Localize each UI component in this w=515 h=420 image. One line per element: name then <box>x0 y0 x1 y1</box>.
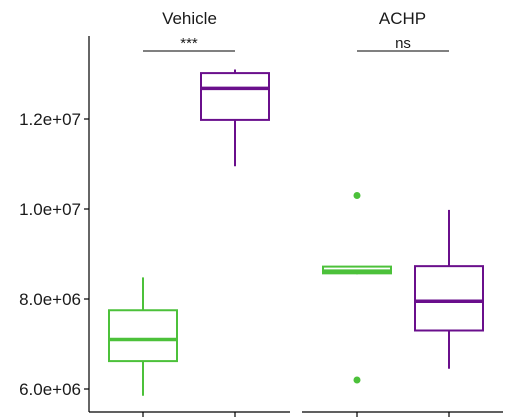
boxes <box>108 69 484 396</box>
y-tick-label: 1.2e+07 <box>19 110 81 129</box>
y-tick-label: 8.0e+06 <box>19 290 81 309</box>
box-body <box>200 72 270 121</box>
facet-title: Vehicle <box>162 9 217 28</box>
y-tick-label: 1.0e+07 <box>19 200 81 219</box>
outlier-point <box>353 192 361 199</box>
box-vehicle-2 <box>200 69 270 167</box>
box-body <box>108 309 178 363</box>
significance-label: ns <box>395 35 411 52</box>
box-achp-1 <box>322 192 392 384</box>
facet-title: ACHP <box>379 9 426 28</box>
box-body <box>414 265 484 332</box>
significance-label: *** <box>180 35 198 52</box>
outlier-point <box>353 376 361 384</box>
y-tick-label: 6.0e+06 <box>19 380 81 399</box>
facet-headers: Vehicle *** ACHP ns <box>143 9 449 52</box>
box-vehicle-1 <box>108 277 178 396</box>
y-axis: 6.0e+06 8.0e+06 1.0e+07 1.2e+07 <box>19 36 503 417</box>
box-achp-2 <box>414 209 484 369</box>
